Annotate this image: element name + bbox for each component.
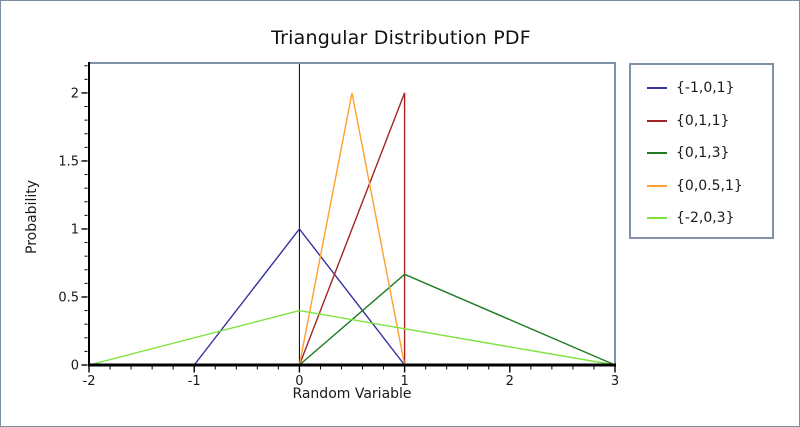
legend-label: {-2,0,3} xyxy=(676,210,735,226)
legend-item: {0,1,1} xyxy=(647,113,768,129)
x-tick-label: -1 xyxy=(188,374,201,389)
legend: {-1,0,1} {0,1,1} {0,1,3} {0,0.5,1} {-2,0,3} xyxy=(629,63,774,239)
legend-label: {0,1,1} xyxy=(676,112,730,129)
legend-item: {-2,0,3} xyxy=(647,210,768,226)
legend-item: {0,0.5,1} xyxy=(647,178,768,194)
y-tick-label: 1.5 xyxy=(58,154,79,169)
x-tick-label: -2 xyxy=(83,374,96,389)
legend-swatch xyxy=(647,87,667,89)
legend-swatch xyxy=(647,119,667,122)
legend-label: {0,1,3} xyxy=(676,145,730,161)
y-tick-label: 1 xyxy=(71,222,79,237)
series-line-011 xyxy=(298,92,406,366)
series-line-013 xyxy=(298,273,616,366)
legend-label: {-1,0,1} xyxy=(676,80,735,96)
y-tick-label: 0.5 xyxy=(58,290,79,305)
legend-label: {0,0.5,1} xyxy=(676,177,743,194)
legend-swatch xyxy=(647,152,667,154)
series-line-00.51 xyxy=(298,92,406,366)
x-axis-label: Random Variable xyxy=(292,386,412,402)
chart-title: Triangular Distribution PDF xyxy=(271,27,531,49)
legend-swatch xyxy=(647,217,667,219)
x-tick-label: 0 xyxy=(295,374,303,389)
x-tick-label: 1 xyxy=(400,374,408,389)
series-line--203 xyxy=(88,309,616,366)
x-tick-label: 2 xyxy=(506,374,514,389)
legend-item: {0,1,3} xyxy=(647,145,768,161)
legend-item: {-1,0,1} xyxy=(647,80,768,96)
legend-swatch xyxy=(647,184,667,187)
y-tick-label: 2 xyxy=(71,86,79,101)
x-tick-label: 3 xyxy=(611,374,619,389)
series-line--101 xyxy=(193,227,406,366)
y-tick-label: 0 xyxy=(71,359,79,374)
